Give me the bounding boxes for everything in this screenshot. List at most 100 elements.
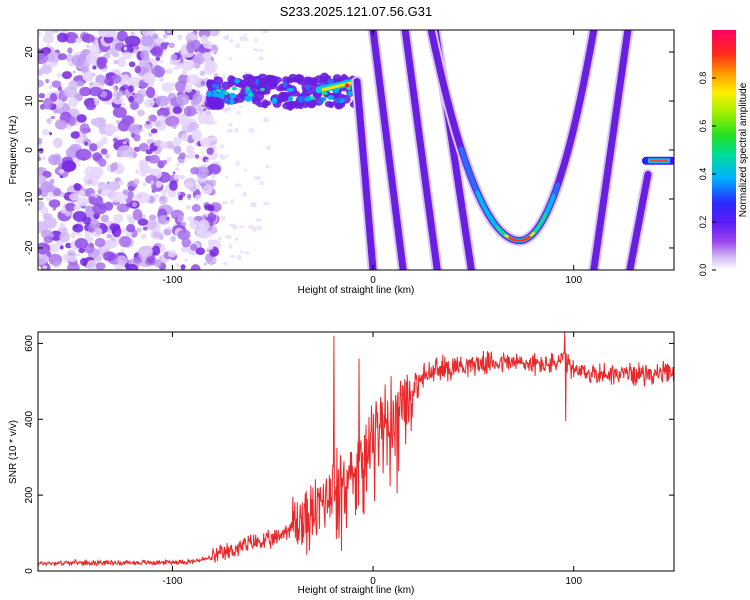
noise-blob — [178, 152, 186, 160]
noise-blob — [59, 245, 64, 250]
noise-blob — [100, 214, 109, 223]
band-blob — [269, 79, 276, 88]
band-blob — [267, 75, 277, 82]
noise-blob — [190, 264, 201, 270]
noise-blob — [89, 143, 98, 152]
noise-blob — [81, 33, 95, 44]
noise-blob — [206, 147, 214, 155]
noise-blob — [208, 45, 212, 50]
noise-blob — [228, 57, 233, 61]
colorbar-tick-label: 0.8 — [698, 72, 708, 85]
noise-blob — [193, 63, 201, 69]
noise-blob — [53, 108, 59, 114]
noise-blob — [151, 245, 161, 256]
noise-blob — [155, 95, 170, 107]
noise-blob — [258, 49, 264, 52]
noise-blob — [97, 188, 102, 195]
noise-blob — [234, 237, 239, 241]
noise-blob — [45, 196, 52, 202]
band-blob — [234, 78, 240, 84]
noise-blob — [56, 32, 69, 43]
band-blob — [213, 100, 223, 111]
noise-blob — [84, 231, 91, 239]
colorbar-tick-label: 0.4 — [698, 168, 708, 181]
band-blob — [261, 99, 269, 109]
noise-blob — [88, 176, 100, 187]
noise-blob — [109, 162, 118, 171]
noise-blob — [146, 86, 156, 99]
x-tick-label: 100 — [565, 275, 582, 286]
noise-blob — [121, 115, 134, 126]
noise-blob — [95, 262, 106, 270]
noise-blob — [142, 182, 147, 187]
noise-blob — [93, 97, 99, 103]
noise-blob — [203, 262, 208, 266]
noise-blob — [81, 66, 90, 74]
noise-blob — [178, 194, 183, 201]
band-blob — [304, 77, 317, 85]
noise-blob — [57, 53, 68, 61]
noise-blob — [90, 193, 95, 197]
noise-blob — [85, 102, 96, 111]
noise-blob — [56, 73, 62, 78]
noise-blob — [95, 230, 101, 235]
band-blob — [251, 97, 261, 105]
noise-blob — [38, 79, 45, 88]
noise-blob — [132, 153, 137, 158]
noise-blob — [154, 68, 165, 78]
noise-blob — [113, 60, 119, 65]
spectrogram-y-axis-label: Frequency (Hz) — [8, 116, 19, 185]
band-blob — [245, 86, 251, 91]
noise-blob — [170, 53, 178, 61]
noise-blob — [222, 200, 228, 205]
noise-blob — [256, 225, 263, 231]
noise-blob — [68, 80, 79, 91]
noise-blob — [250, 202, 257, 208]
x-tick-label: 100 — [565, 576, 582, 587]
figure-title: S233.2025.121.07.56.G31 — [280, 4, 433, 19]
band-blob — [211, 83, 219, 88]
noise-blob — [104, 77, 114, 86]
noise-blob — [70, 131, 80, 139]
noise-blob — [205, 159, 209, 163]
noise-blob — [120, 102, 126, 106]
band-blob — [229, 98, 235, 106]
noise-blob — [77, 163, 81, 167]
y-tick-label: -10 — [24, 191, 35, 206]
band-blob — [334, 98, 341, 104]
noise-blob — [235, 43, 241, 49]
noise-blob — [117, 56, 126, 68]
noise-blob — [109, 191, 123, 203]
noise-blob — [49, 179, 55, 184]
y-tick-label: 0 — [24, 147, 35, 153]
noise-blob — [46, 118, 52, 125]
noise-blob — [184, 84, 193, 93]
noise-blob — [173, 173, 180, 180]
noise-blob — [161, 82, 174, 93]
noise-blob — [166, 157, 172, 162]
parabola-intensity-segment — [508, 235, 531, 242]
band-blob — [289, 90, 300, 97]
noise-blob — [259, 180, 264, 186]
noise-blob — [170, 60, 174, 65]
noise-blob — [38, 147, 44, 154]
noise-blob — [139, 165, 152, 174]
noise-blob — [128, 124, 142, 135]
noise-blob — [137, 245, 154, 258]
noise-blob — [170, 235, 176, 242]
noise-blob — [145, 120, 151, 125]
noise-blob — [102, 251, 116, 261]
noise-blob — [51, 80, 62, 88]
colorbar: 0.0 0.2 0.4 0.6 0.8 Normalized spectral ampl… — [698, 30, 749, 276]
noise-blob — [121, 51, 133, 60]
noise-blob — [181, 133, 189, 141]
noise-blob — [52, 207, 57, 211]
noise-blob — [207, 204, 215, 212]
noise-blob — [48, 85, 53, 90]
band-blob — [234, 93, 246, 103]
x-tick-label: -100 — [162, 275, 182, 286]
noise-blob — [43, 50, 49, 57]
noise-blob — [173, 66, 180, 71]
band-blob — [224, 96, 230, 104]
noise-blob — [65, 54, 74, 62]
